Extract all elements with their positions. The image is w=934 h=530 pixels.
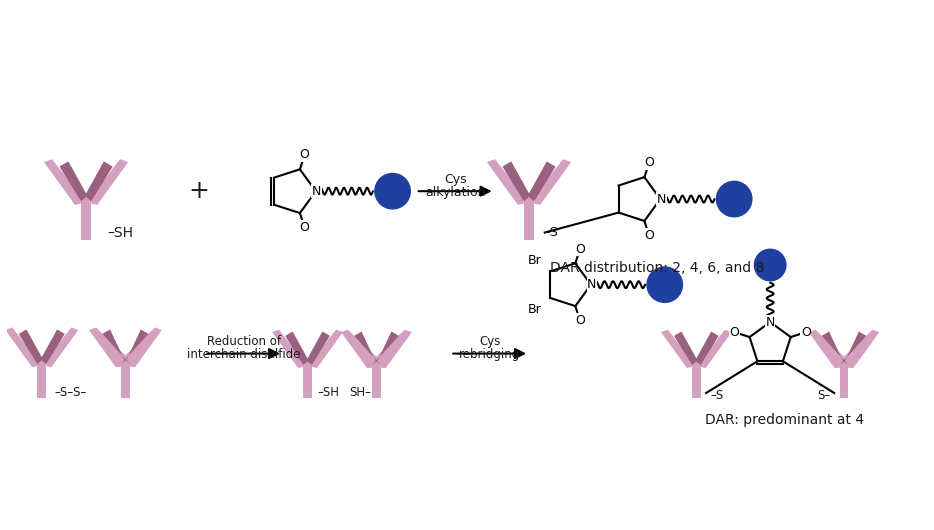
Text: O: O — [575, 314, 585, 326]
Text: S–: S– — [817, 390, 830, 402]
Polygon shape — [840, 332, 867, 365]
Text: O: O — [644, 156, 654, 169]
Polygon shape — [272, 330, 304, 368]
Polygon shape — [285, 332, 309, 365]
Polygon shape — [304, 362, 312, 398]
Polygon shape — [524, 198, 534, 241]
Polygon shape — [502, 162, 531, 201]
Polygon shape — [47, 328, 78, 367]
Text: SH–: SH– — [349, 386, 372, 400]
Polygon shape — [661, 330, 692, 368]
Text: Br: Br — [528, 303, 542, 316]
Polygon shape — [822, 332, 848, 365]
Polygon shape — [487, 159, 524, 205]
Polygon shape — [695, 332, 718, 365]
Text: –SH: –SH — [318, 386, 339, 400]
Polygon shape — [89, 328, 130, 367]
Polygon shape — [19, 330, 43, 364]
Text: N: N — [587, 278, 597, 291]
Polygon shape — [840, 362, 848, 398]
Polygon shape — [692, 362, 700, 398]
Polygon shape — [85, 162, 113, 201]
Polygon shape — [81, 198, 92, 241]
Text: O: O — [644, 229, 654, 242]
Polygon shape — [700, 330, 731, 368]
Polygon shape — [528, 162, 556, 201]
Polygon shape — [372, 362, 381, 398]
Text: O: O — [800, 325, 811, 339]
Text: Br: Br — [528, 254, 542, 267]
Text: O: O — [575, 243, 585, 256]
Polygon shape — [372, 330, 412, 368]
Polygon shape — [92, 159, 128, 205]
Polygon shape — [60, 162, 88, 201]
Text: interchain disulfide: interchain disulfide — [187, 348, 301, 361]
Polygon shape — [37, 361, 47, 398]
Text: Reduction of: Reduction of — [206, 335, 280, 348]
Polygon shape — [534, 159, 571, 205]
Circle shape — [375, 173, 410, 209]
Text: –SH: –SH — [107, 226, 134, 240]
Text: Cys: Cys — [479, 335, 501, 348]
Text: Cys: Cys — [444, 173, 466, 186]
Text: O: O — [729, 325, 740, 339]
Text: rebridging: rebridging — [459, 348, 520, 361]
Polygon shape — [674, 332, 698, 365]
Circle shape — [755, 249, 785, 281]
Polygon shape — [103, 330, 130, 364]
Polygon shape — [312, 330, 343, 368]
Text: –S: –S — [710, 390, 723, 402]
Text: –S: –S — [544, 226, 559, 239]
Polygon shape — [372, 332, 399, 365]
Circle shape — [647, 267, 683, 303]
Polygon shape — [121, 330, 149, 364]
Text: +: + — [189, 179, 210, 203]
Polygon shape — [341, 330, 381, 368]
Circle shape — [716, 181, 752, 217]
Polygon shape — [121, 328, 162, 367]
Text: DAR: predominant at 4: DAR: predominant at 4 — [705, 412, 865, 427]
Text: alkylation: alkylation — [425, 186, 486, 199]
Polygon shape — [6, 328, 37, 367]
Polygon shape — [306, 332, 330, 365]
Text: O: O — [300, 221, 309, 234]
Polygon shape — [354, 332, 381, 365]
Text: DAR distribution: 2, 4, 6, and 8: DAR distribution: 2, 4, 6, and 8 — [550, 261, 764, 275]
Polygon shape — [121, 361, 130, 398]
Text: N: N — [312, 184, 321, 198]
Text: N: N — [766, 315, 775, 329]
Polygon shape — [809, 330, 848, 368]
Text: N: N — [657, 192, 666, 206]
Polygon shape — [840, 330, 879, 368]
Polygon shape — [44, 159, 81, 205]
Polygon shape — [40, 330, 64, 364]
Text: –S–S–: –S–S– — [54, 386, 87, 400]
Text: O: O — [300, 148, 309, 162]
